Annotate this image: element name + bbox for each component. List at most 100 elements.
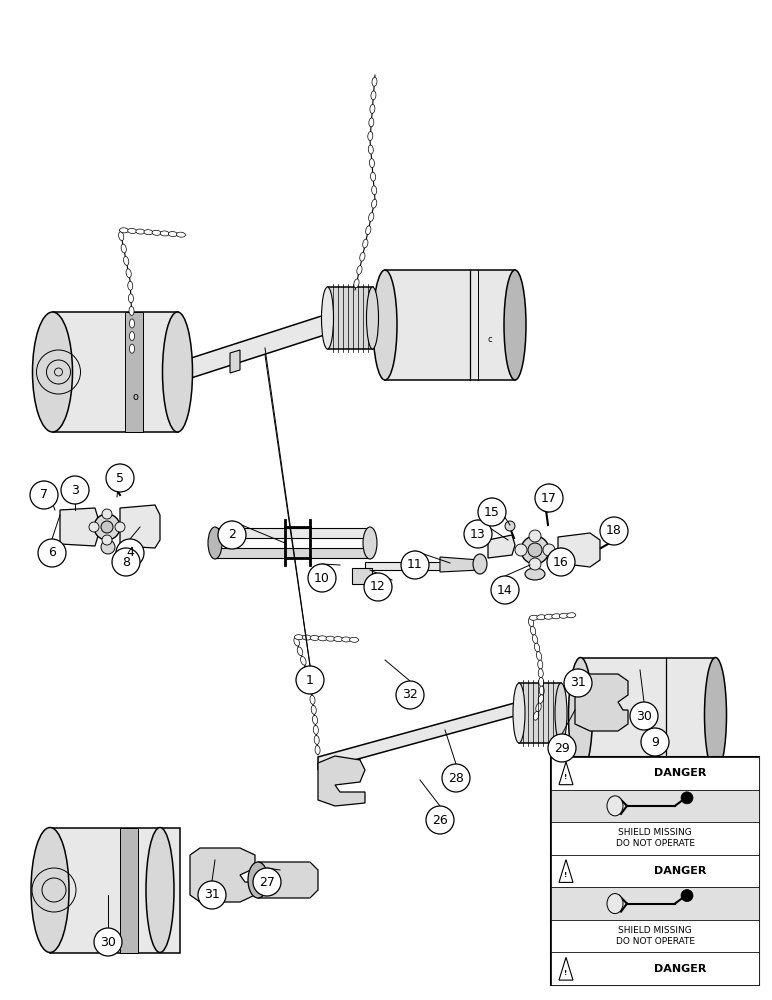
Circle shape [55,368,63,376]
FancyBboxPatch shape [120,828,138,952]
Polygon shape [348,759,360,777]
FancyBboxPatch shape [125,312,143,432]
Ellipse shape [539,686,544,695]
Ellipse shape [310,635,319,640]
Ellipse shape [559,613,568,618]
Circle shape [543,544,555,556]
Ellipse shape [300,656,306,665]
Ellipse shape [32,312,73,432]
Text: 16: 16 [553,556,569,568]
Circle shape [401,551,429,579]
Ellipse shape [360,252,365,261]
Circle shape [116,539,144,567]
Circle shape [30,481,58,509]
Text: !: ! [564,970,567,976]
Ellipse shape [120,228,129,233]
Polygon shape [559,762,573,785]
Polygon shape [258,862,318,898]
Ellipse shape [539,677,543,686]
FancyBboxPatch shape [581,658,716,772]
Text: 31: 31 [571,676,586,690]
Circle shape [641,728,669,756]
Circle shape [101,521,113,533]
Circle shape [464,520,492,548]
Ellipse shape [304,666,310,675]
Polygon shape [215,548,370,558]
FancyBboxPatch shape [519,683,561,743]
Circle shape [542,502,552,512]
Circle shape [478,498,506,526]
Circle shape [547,548,575,576]
Text: SHIELD MISSING
DO NOT OPERATE: SHIELD MISSING DO NOT OPERATE [615,828,695,848]
Text: DANGER: DANGER [654,768,706,778]
Ellipse shape [315,745,320,754]
Circle shape [681,890,693,902]
Ellipse shape [309,685,313,694]
Circle shape [505,521,515,531]
FancyBboxPatch shape [551,757,759,790]
Ellipse shape [504,270,526,380]
Text: 5: 5 [116,472,124,485]
Text: 6: 6 [48,546,56,560]
Ellipse shape [372,77,377,86]
Circle shape [308,564,336,592]
Circle shape [491,576,519,604]
Ellipse shape [371,172,375,181]
Ellipse shape [146,828,174,952]
Text: DANGER: DANGER [654,866,706,876]
Ellipse shape [162,312,192,432]
Polygon shape [318,696,540,770]
Ellipse shape [354,279,359,288]
Text: 3: 3 [71,484,79,496]
Ellipse shape [126,269,131,278]
Circle shape [442,764,470,792]
FancyBboxPatch shape [50,828,180,952]
Ellipse shape [311,705,317,714]
Ellipse shape [371,91,376,100]
Circle shape [115,522,125,532]
Ellipse shape [538,660,543,669]
Text: SHIELD MISSING
DO NOT OPERATE: SHIELD MISSING DO NOT OPERATE [615,926,695,946]
Ellipse shape [177,232,185,237]
Text: 14: 14 [497,584,513,596]
Ellipse shape [310,695,315,704]
Text: 29: 29 [554,742,570,754]
Ellipse shape [248,862,268,898]
Polygon shape [318,756,365,806]
Ellipse shape [318,636,327,641]
Text: DANGER: DANGER [654,964,706,974]
Ellipse shape [31,828,69,952]
Ellipse shape [370,159,374,168]
Polygon shape [575,674,628,731]
Text: 15: 15 [484,506,500,518]
Circle shape [110,480,118,488]
Ellipse shape [144,230,153,235]
Ellipse shape [568,658,592,772]
Ellipse shape [567,613,576,618]
Text: 11: 11 [407,558,423,572]
Circle shape [630,702,658,730]
Circle shape [548,734,576,762]
FancyBboxPatch shape [551,790,759,822]
Ellipse shape [473,554,487,574]
Polygon shape [365,562,440,570]
Text: 4: 4 [126,546,134,560]
Circle shape [528,543,542,557]
Ellipse shape [544,614,554,619]
FancyBboxPatch shape [551,920,759,952]
Circle shape [106,464,134,492]
Circle shape [612,533,622,543]
Ellipse shape [537,615,546,620]
Ellipse shape [552,614,560,619]
FancyBboxPatch shape [385,270,515,380]
Circle shape [681,792,693,804]
FancyBboxPatch shape [551,952,759,985]
Ellipse shape [294,635,303,640]
Ellipse shape [130,344,134,353]
Ellipse shape [368,145,374,154]
Circle shape [564,669,592,697]
Circle shape [102,509,112,519]
Text: 1: 1 [306,674,314,686]
Ellipse shape [130,319,134,328]
Ellipse shape [129,306,134,315]
